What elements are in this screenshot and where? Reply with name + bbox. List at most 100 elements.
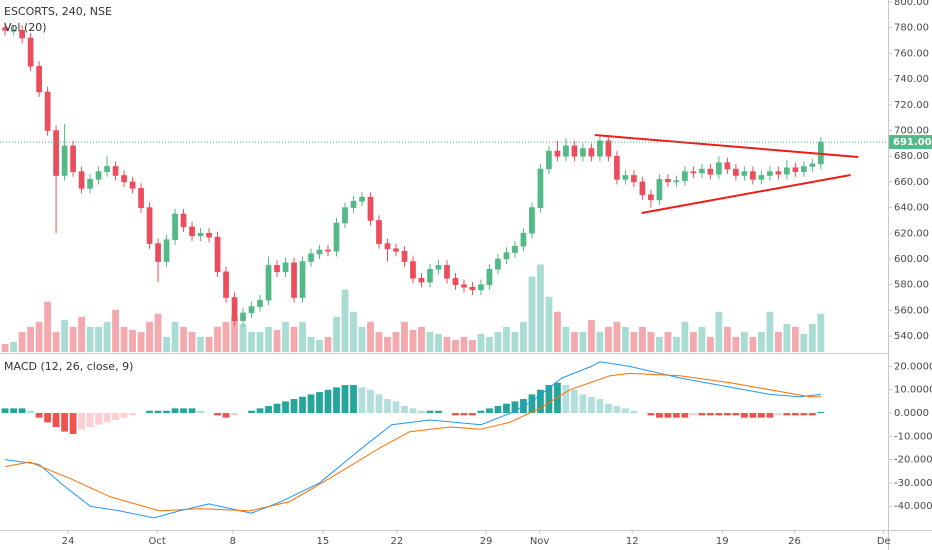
x-tick-label: 24: [62, 536, 75, 547]
plot: [1, 22, 859, 519]
candle-body: [469, 286, 476, 291]
volume-bar: [774, 331, 782, 352]
candle-body: [418, 277, 425, 283]
y-tick-label: 660.00: [894, 177, 929, 188]
candle-body: [707, 168, 714, 175]
macd-histogram-bar: [435, 410, 442, 414]
macd-histogram-bar: [188, 408, 196, 414]
volume-bar: [698, 326, 706, 352]
candle-body: [631, 175, 637, 183]
volume-bar: [273, 329, 281, 352]
candle-body: [435, 265, 442, 270]
macd-y-tick-label: 0.0000: [894, 408, 929, 419]
volume-bar: [163, 336, 170, 352]
candle-body: [206, 232, 212, 238]
macd-histogram-bar: [256, 408, 264, 414]
volume-bar: [324, 336, 332, 352]
volume-bar: [18, 331, 26, 352]
macd-histogram-bar: [146, 410, 153, 414]
macd-histogram-bar: [392, 401, 400, 414]
candle-body: [775, 171, 782, 175]
volume-bar: [562, 326, 570, 352]
macd-histogram-bar: [231, 413, 238, 416]
candle-body: [78, 171, 85, 189]
macd-histogram-bar: [740, 413, 748, 418]
volume-bar: [103, 321, 111, 352]
macd-histogram-bar: [375, 394, 383, 414]
macd-histogram-bar: [571, 389, 578, 414]
candle-body: [580, 148, 586, 157]
macd-histogram-bar: [715, 413, 723, 416]
macd-histogram-bar: [129, 413, 136, 416]
candle-body: [87, 179, 93, 189]
macd-histogram-bar: [69, 413, 77, 434]
macd-histogram-bar: [316, 392, 323, 414]
candle-body: [673, 180, 680, 183]
candle-body: [359, 197, 365, 202]
macd-histogram-bar: [588, 396, 595, 414]
volume-bar: [137, 331, 145, 352]
y-tick-label: 780.00: [894, 23, 929, 34]
candle-body: [138, 188, 144, 208]
candle-body: [10, 30, 17, 32]
macd-histogram-bar: [120, 413, 128, 418]
macd-histogram-bar: [460, 413, 468, 416]
candle-body: [282, 262, 289, 273]
volume-bar: [341, 289, 349, 352]
candle-body: [299, 261, 306, 298]
macd-histogram-bar: [384, 399, 391, 414]
volume-title: Vol (20): [4, 21, 47, 34]
volume-bar: [375, 331, 383, 352]
volume-bar: [265, 326, 272, 352]
macd-histogram-bar: [723, 413, 731, 416]
y-tick-label: 760.00: [894, 48, 929, 59]
macd-histogram-bar: [324, 389, 332, 414]
candle-body: [597, 140, 603, 157]
macd-histogram-bar: [562, 385, 570, 414]
macd-histogram-bar: [409, 408, 417, 414]
volume-bar: [52, 331, 60, 352]
candle-body: [682, 171, 688, 181]
volume-bar: [95, 326, 102, 352]
volume-bar: [154, 313, 162, 352]
candle-body: [257, 299, 263, 307]
volume-bar: [146, 321, 153, 352]
candle-body: [112, 166, 119, 176]
candle-body: [427, 268, 433, 283]
macd-histogram-bar: [307, 394, 315, 414]
y-tick-label: 680.00: [894, 151, 929, 162]
volume-bar: [791, 326, 799, 352]
candle-body: [648, 194, 654, 201]
macd-histogram-bar: [358, 387, 366, 414]
candle-body: [486, 268, 493, 285]
macd-histogram-bar: [749, 413, 757, 418]
macd-histogram-bar: [452, 413, 459, 416]
y-tick-label: 700.00: [894, 126, 929, 137]
candle-body: [512, 245, 518, 253]
candle-body: [291, 262, 297, 298]
volume-bar: [112, 309, 119, 352]
candle-body: [367, 197, 374, 221]
volume-bar: [596, 331, 604, 352]
x-tick-label: Oct: [149, 536, 166, 547]
macd-y-tick-label: 10.0000: [894, 385, 932, 396]
candle-body: [690, 171, 697, 174]
x-tick-label: 22: [390, 536, 403, 547]
candle-body: [384, 243, 391, 250]
volume-bar: [78, 316, 85, 352]
macd-title: MACD (12, 26, close, 9): [4, 360, 133, 373]
candle-body: [393, 248, 399, 252]
volume-bar: [350, 311, 357, 352]
volume-bar: [690, 331, 697, 352]
macd-histogram-bar: [545, 385, 553, 414]
volume-bar: [715, 311, 723, 352]
candle-body: [665, 179, 671, 183]
volume-bar: [613, 321, 621, 352]
volume-bar: [766, 311, 774, 352]
macd-histogram-bar: [163, 410, 170, 414]
last-price-label: 691.00: [893, 137, 932, 148]
macd-histogram-bar: [817, 411, 825, 414]
macd-y-tick-label: 20.0000: [894, 361, 932, 372]
macd-histogram-bar: [10, 408, 17, 414]
